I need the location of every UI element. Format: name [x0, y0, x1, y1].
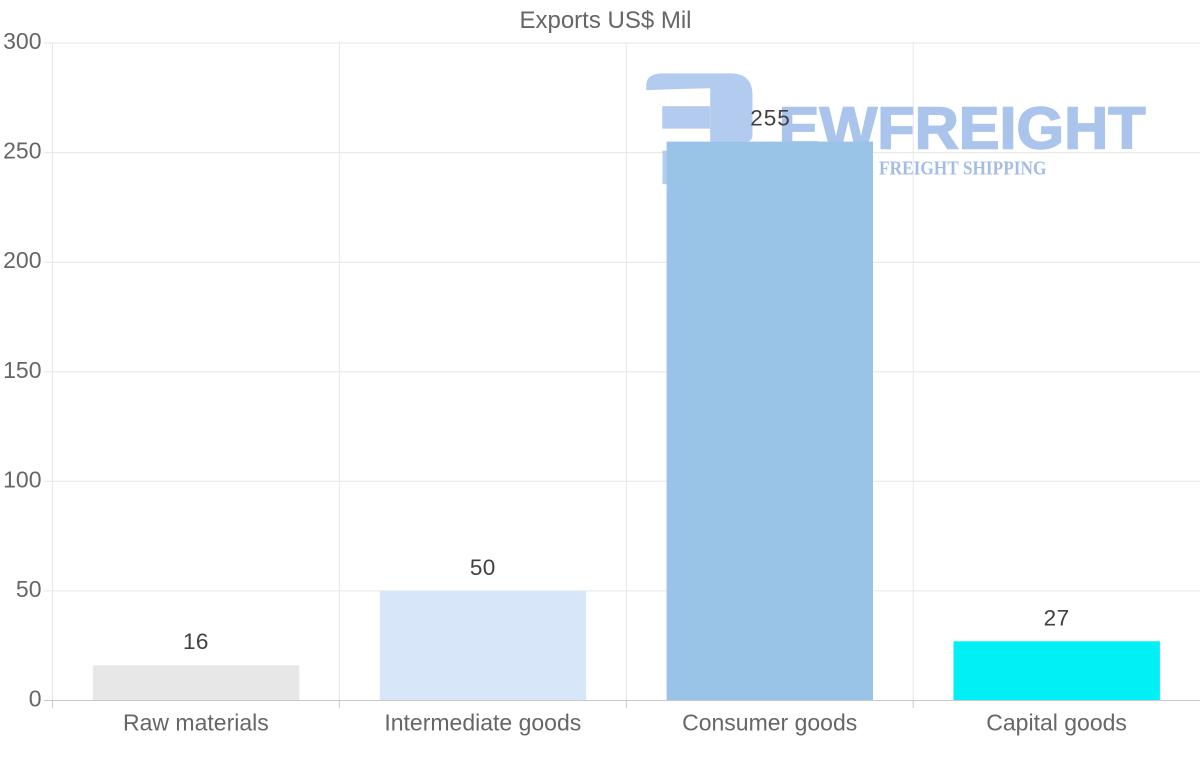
- svg-text:0: 0: [29, 686, 42, 712]
- svg-text:Capital goods: Capital goods: [986, 710, 1127, 736]
- svg-text:300: 300: [3, 28, 41, 54]
- svg-text:Raw materials: Raw materials: [123, 710, 269, 736]
- svg-text:200: 200: [3, 247, 41, 273]
- svg-text:255: 255: [750, 106, 791, 131]
- svg-text:27: 27: [1044, 605, 1070, 630]
- svg-text:16: 16: [183, 629, 209, 654]
- svg-text:FREIGHT SHIPPING: FREIGHT SHIPPING: [879, 158, 1047, 180]
- svg-text:250: 250: [3, 138, 41, 164]
- svg-text:Exports US$ Mil: Exports US$ Mil: [519, 7, 691, 34]
- svg-text:150: 150: [3, 357, 41, 383]
- svg-text:50: 50: [470, 555, 496, 580]
- svg-text:50: 50: [16, 576, 42, 602]
- svg-text:Intermediate goods: Intermediate goods: [384, 710, 581, 736]
- svg-text:Consumer goods: Consumer goods: [682, 710, 857, 736]
- svg-text:100: 100: [3, 466, 41, 492]
